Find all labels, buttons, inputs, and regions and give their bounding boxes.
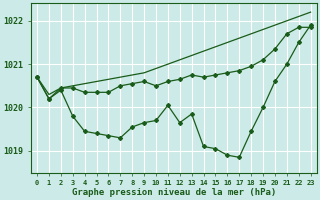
X-axis label: Graphe pression niveau de la mer (hPa): Graphe pression niveau de la mer (hPa) [72,188,276,197]
